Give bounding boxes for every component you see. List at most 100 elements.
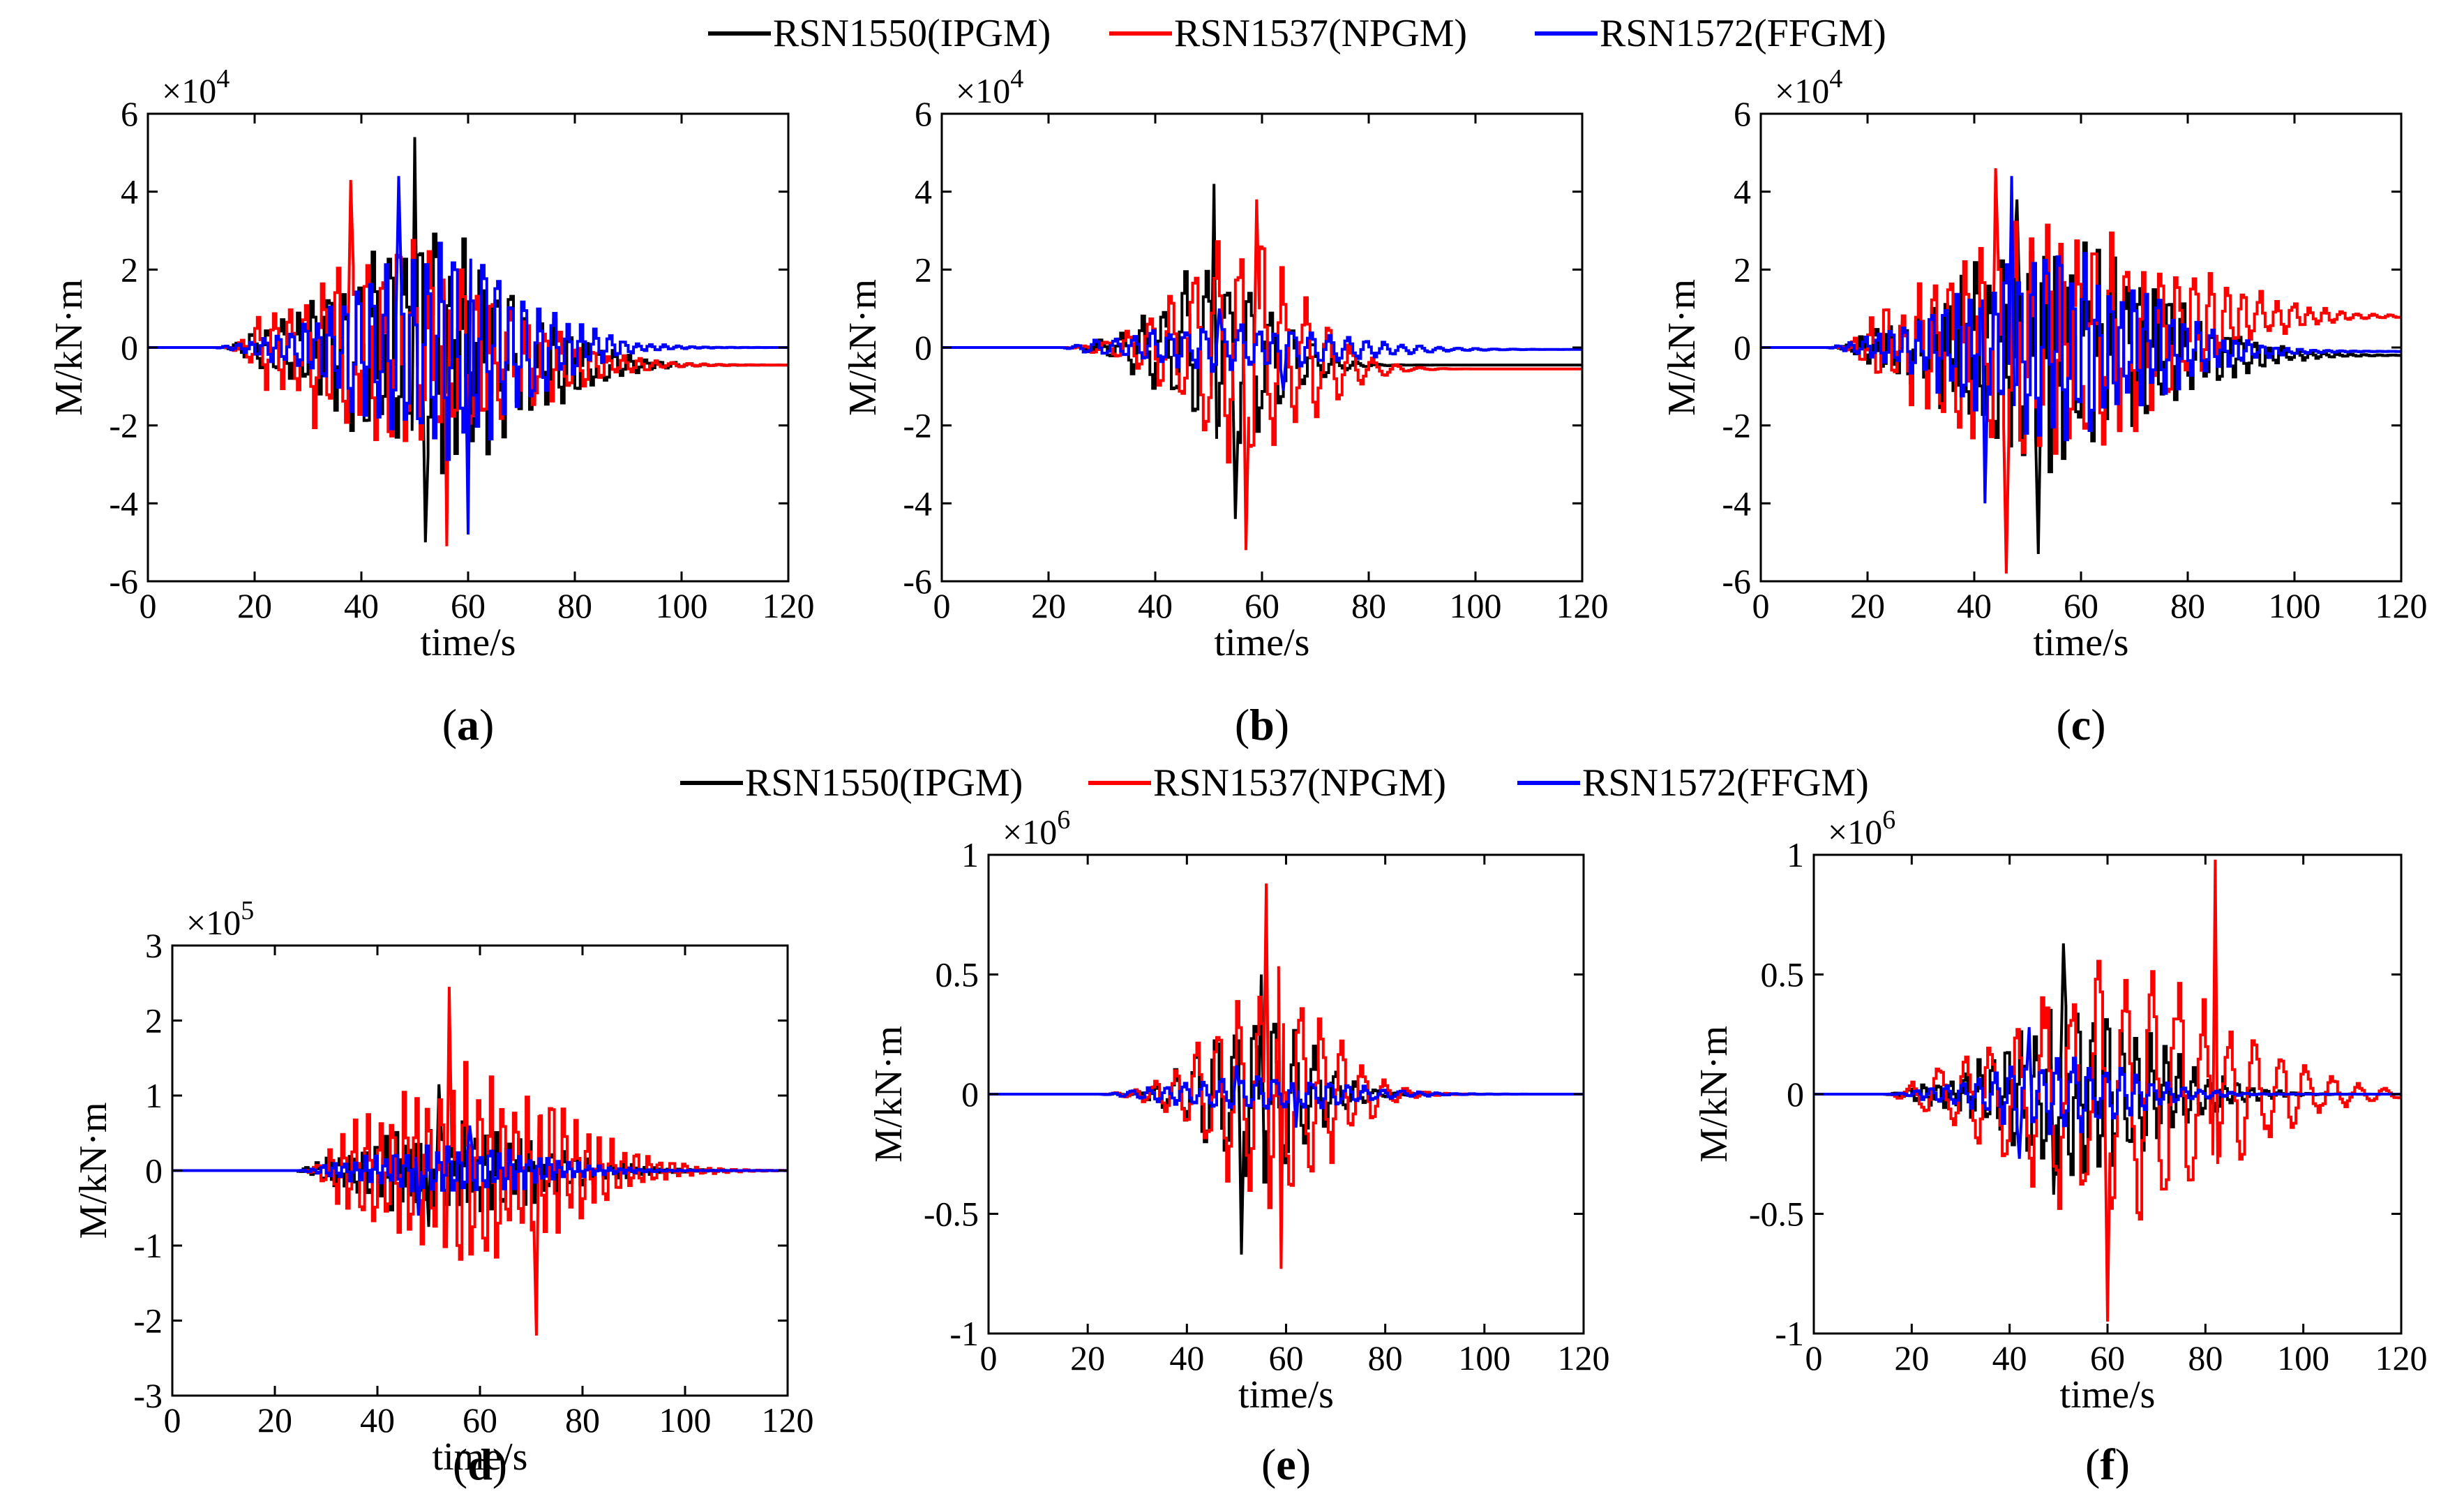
series-line-b-npgm	[942, 199, 1582, 551]
series-line-f-ffgm	[1814, 1026, 2401, 1159]
x-tick-label: 40	[1992, 1338, 2027, 1377]
y-tick-label: 1	[961, 835, 979, 874]
x-tick-label: 20	[237, 586, 272, 625]
y-tick-label: 0	[961, 1075, 979, 1114]
x-axis-label: time/s	[2034, 621, 2129, 664]
x-tick-label: 100	[2269, 586, 2321, 625]
y-tick-label: 0	[145, 1151, 163, 1190]
x-tick-label: 40	[1138, 586, 1173, 625]
y-axis-label: M/kN·m	[867, 1026, 910, 1163]
y-axis-label: M/kN·m	[841, 279, 885, 416]
y-tick-label: 0	[1734, 328, 1751, 367]
y-tick-label: 2	[121, 250, 138, 289]
y-tick-label: 4	[1734, 172, 1751, 211]
y-axis-label: M/kN·m	[47, 279, 91, 416]
x-tick-label: 100	[1458, 1338, 1510, 1377]
panel-d: 0 20 40 60 80 100 120 -3 -2 -1 0 1 2 3 ×105 time/s M/kN·…	[72, 896, 814, 1489]
panel-caption: (a)	[442, 700, 495, 749]
y-tick-label: -0.5	[1749, 1195, 1804, 1234]
y-tick-label: 2	[915, 250, 932, 289]
axis-scale-factor: ×106	[1828, 805, 1895, 851]
x-tick-label: 120	[1558, 1338, 1610, 1377]
x-tick-label: 80	[2188, 1338, 2223, 1377]
x-tick-label: 20	[1070, 1338, 1105, 1377]
x-tick-label: 60	[1269, 1338, 1304, 1377]
x-tick-label: 120	[762, 1400, 814, 1440]
x-tick-label: 80	[1351, 586, 1386, 625]
x-axis-label: time/s	[421, 621, 516, 664]
y-tick-label: -6	[903, 562, 932, 601]
y-tick-label: 2	[1734, 250, 1751, 289]
panel-caption: (f)	[2085, 1440, 2130, 1489]
panel-b: 0 20 40 60 80 100 120 -6 -4 -2 0 2 4 6 ×104 time/s M/kN·…	[841, 64, 1609, 749]
panel-caption: (e)	[1261, 1440, 1311, 1489]
x-tick-label: 40	[1169, 1338, 1204, 1377]
panels: 0 20 40 60 80 100 120-6-4-20246×104time/sM/kN·…	[47, 64, 2428, 1489]
y-tick-label: 1	[1787, 835, 1804, 874]
y-tick-label: 3	[145, 926, 163, 965]
x-axis-label: time/s	[1215, 621, 1310, 664]
x-tick-label: 100	[2277, 1338, 2329, 1377]
series-line-f-npgm	[1814, 859, 2401, 1322]
x-axis-label: time/s	[433, 1435, 528, 1479]
x-tick-label: 40	[1957, 586, 1992, 625]
series-group-c	[1761, 168, 2401, 574]
legend-bottom-label-npgm: RSN1537(NPGM)	[1153, 761, 1446, 805]
y-tick-label: -4	[903, 484, 932, 523]
x-tick-label: 80	[565, 1400, 600, 1440]
x-tick-label: 80	[557, 586, 592, 625]
y-tick-label: 6	[121, 94, 138, 133]
x-tick-label: 60	[2064, 586, 2098, 625]
series-line-f-ipgm	[1814, 943, 2401, 1195]
y-tick-label: -4	[109, 484, 138, 523]
y-tick-label: -2	[109, 406, 138, 445]
legend-top-label-ipgm: RSN1550(IPGM)	[773, 12, 1051, 55]
series-line-b-ffgm	[942, 308, 1582, 391]
x-tick-label: 120	[2375, 586, 2428, 625]
legend-top-label-npgm: RSN1537(NPGM)	[1174, 12, 1467, 55]
y-tick-label: 0.5	[1761, 955, 1805, 994]
x-tick-label: 0	[980, 1338, 998, 1377]
axis-scale-factor: ×104	[162, 64, 230, 110]
axis-scale-factor: ×104	[956, 64, 1023, 110]
y-tick-label: -6	[109, 562, 138, 601]
x-tick-label: 40	[344, 586, 379, 625]
panel-caption: (d)	[453, 1440, 507, 1489]
y-tick-label: 2	[145, 1001, 163, 1040]
x-tick-label: 20	[257, 1400, 292, 1440]
x-tick-label: 120	[1556, 586, 1609, 625]
y-tick-label: -4	[1722, 484, 1751, 523]
y-tick-label: 6	[915, 94, 932, 133]
x-tick-label: 80	[2170, 586, 2205, 625]
x-tick-label: 60	[1245, 586, 1279, 625]
axis-scale-factor: ×105	[186, 896, 254, 942]
x-tick-label: 20	[1850, 586, 1885, 625]
x-axis-label: time/s	[2060, 1373, 2156, 1417]
panel-c: 0 20 40 60 80 100 120 -6 -4 -2 0 2 4 6 ×104 time/s M/kN·…	[1660, 64, 2428, 749]
y-tick-label: 4	[121, 172, 138, 211]
y-tick-label: 6	[1734, 94, 1751, 133]
panel-e: 0 20 40 60 80 100 120 -1 -0.5 0 0.5 1 ×106 time/s M/kN…	[867, 805, 1610, 1489]
series-group-b	[942, 184, 1582, 551]
legend-bottom-label-ipgm: RSN1550(IPGM)	[745, 761, 1023, 805]
y-tick-label: 0	[121, 328, 138, 367]
series-group-d	[172, 987, 788, 1336]
y-tick-label: -1	[949, 1314, 979, 1353]
axis-scale-factor: ×106	[1002, 805, 1070, 851]
y-tick-label: -1	[1775, 1314, 1804, 1353]
x-tick-label: 0	[140, 586, 157, 625]
series-group-e	[989, 883, 1584, 1269]
y-tick-label: -3	[133, 1376, 163, 1415]
series-line-e-ffgm	[989, 1065, 1584, 1128]
legend-bottom: RSN1550(IPGM) RSN1537(NPGM) RSN1572(FFGM…	[680, 761, 1869, 805]
series-group-a	[148, 137, 788, 546]
series-line-a-ffgm	[148, 176, 788, 535]
panel-a: 0 20 40 60 80 100 120 -6 -4 -2 0 2 4 6 ×104 time/s M/kN·…	[47, 64, 815, 749]
y-axis-label: M/kN·m	[1692, 1026, 1736, 1163]
series-group-f	[1814, 859, 2401, 1322]
x-tick-label: 0	[164, 1400, 181, 1440]
y-axis-label: M/kN·m	[72, 1103, 115, 1239]
x-tick-label: 100	[659, 1400, 712, 1440]
y-tick-label: 0	[915, 328, 932, 367]
